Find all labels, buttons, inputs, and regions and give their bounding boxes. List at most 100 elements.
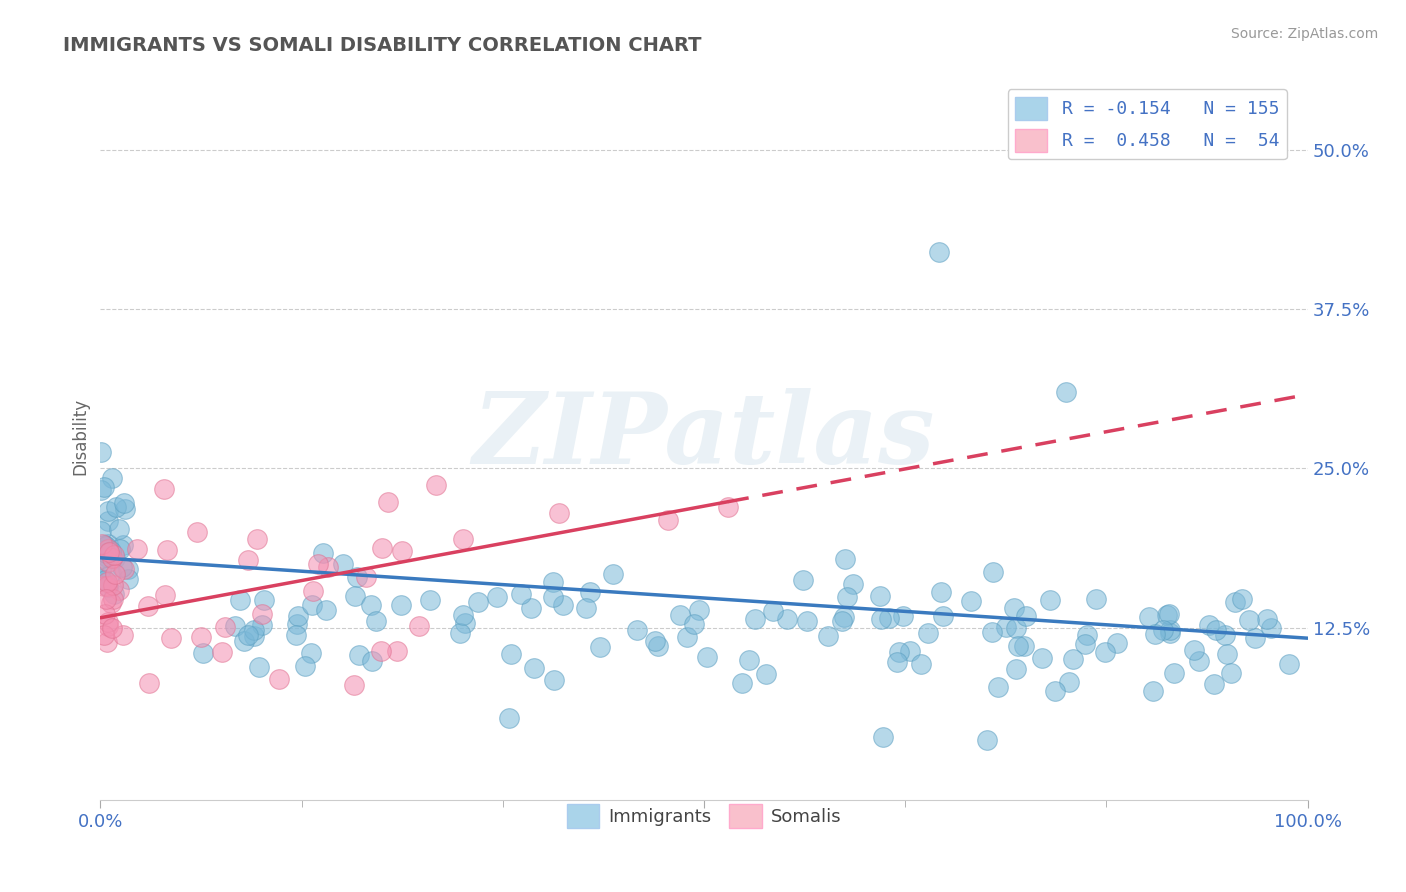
Point <box>817 629 839 643</box>
Point <box>107 582 129 597</box>
Point <box>191 646 214 660</box>
Point <box>370 644 392 658</box>
Point <box>928 244 950 259</box>
Point <box>683 616 706 631</box>
Point <box>285 628 308 642</box>
Point <box>762 604 785 618</box>
Point <box>111 559 134 574</box>
Point <box>929 584 952 599</box>
Point <box>1076 628 1098 642</box>
Point <box>366 614 388 628</box>
Point <box>1039 593 1062 607</box>
Point <box>250 618 273 632</box>
Point <box>294 659 316 673</box>
Point <box>976 732 998 747</box>
Point <box>90 562 112 576</box>
Point <box>498 711 520 725</box>
Point <box>105 500 128 514</box>
Point <box>1198 618 1220 632</box>
Point <box>253 593 276 607</box>
Point <box>250 607 273 621</box>
Point <box>332 557 354 571</box>
Point <box>108 522 131 536</box>
Point <box>987 680 1010 694</box>
Point <box>541 591 564 605</box>
Text: Source: ZipAtlas.com: Source: ZipAtlas.com <box>1230 27 1378 41</box>
Point <box>731 675 754 690</box>
Point <box>451 532 474 546</box>
Point <box>1012 639 1035 653</box>
Point <box>1015 608 1038 623</box>
Point <box>917 626 939 640</box>
Text: ZIPatlas: ZIPatlas <box>472 388 935 485</box>
Point <box>419 592 441 607</box>
Point <box>93 579 115 593</box>
Point <box>100 566 122 580</box>
Point <box>153 483 176 497</box>
Point <box>523 661 546 675</box>
Point <box>626 623 648 637</box>
Point <box>93 628 115 642</box>
Point <box>103 591 125 606</box>
Point <box>101 621 124 635</box>
Point <box>1159 623 1181 637</box>
Point <box>1059 674 1081 689</box>
Point <box>94 539 117 553</box>
Point <box>108 541 131 556</box>
Point <box>425 478 447 492</box>
Point <box>744 612 766 626</box>
Point <box>247 660 270 674</box>
Point <box>90 445 112 459</box>
Point <box>97 555 120 569</box>
Point <box>1031 651 1053 665</box>
Point <box>1054 384 1077 399</box>
Point <box>1004 662 1026 676</box>
Point <box>97 514 120 528</box>
Y-axis label: Disability: Disability <box>72 398 89 475</box>
Point <box>886 656 908 670</box>
Point <box>267 672 290 686</box>
Point <box>1223 595 1246 609</box>
Point <box>101 551 124 566</box>
Point <box>103 578 125 592</box>
Point <box>136 599 159 614</box>
Point <box>96 549 118 564</box>
Point <box>717 500 740 514</box>
Point <box>94 591 117 606</box>
Point <box>832 609 855 624</box>
Point <box>114 502 136 516</box>
Point <box>232 634 254 648</box>
Point <box>696 649 718 664</box>
Point <box>97 615 120 629</box>
Point <box>647 639 669 653</box>
Point <box>738 653 761 667</box>
Point <box>246 532 269 546</box>
Point <box>1084 592 1107 607</box>
Point <box>1005 621 1028 635</box>
Point <box>155 588 177 602</box>
Point <box>796 614 818 628</box>
Point <box>1278 657 1301 671</box>
Point <box>287 608 309 623</box>
Point <box>520 601 543 615</box>
Point <box>100 544 122 558</box>
Point <box>548 506 571 520</box>
Point <box>111 538 134 552</box>
Point <box>1156 608 1178 623</box>
Point <box>224 619 246 633</box>
Point <box>112 562 135 576</box>
Point <box>981 565 1004 579</box>
Legend: Immigrants, Somalis: Immigrants, Somalis <box>560 797 849 835</box>
Point <box>831 614 853 628</box>
Point <box>1243 631 1265 645</box>
Point <box>980 624 1002 639</box>
Point <box>100 596 122 610</box>
Point <box>389 599 412 613</box>
Point <box>1230 591 1253 606</box>
Point <box>361 654 384 668</box>
Point <box>932 609 955 624</box>
Point <box>1237 613 1260 627</box>
Point <box>186 525 208 540</box>
Point <box>1107 636 1129 650</box>
Point <box>138 675 160 690</box>
